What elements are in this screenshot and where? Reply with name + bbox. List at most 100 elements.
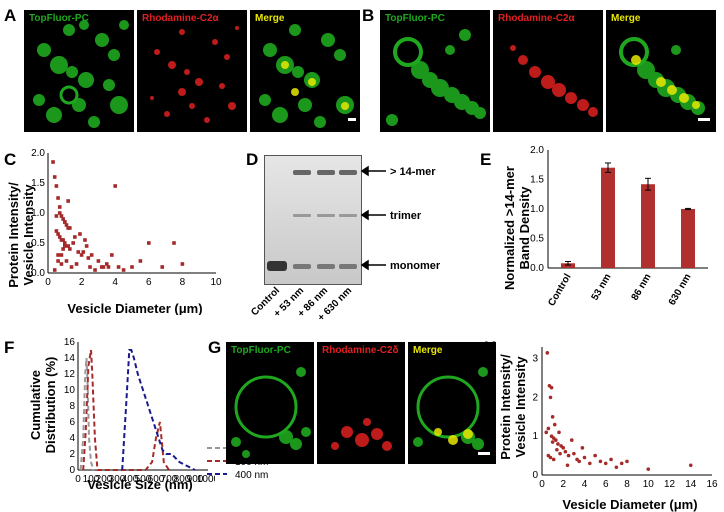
x-tick-label: 900: [187, 474, 204, 485]
data-point: [89, 253, 94, 257]
y-tick-label: 0: [532, 470, 538, 481]
micrograph-g-merge: Merge: [408, 342, 496, 464]
panel-h-scatter-chart: Protein Intensity/ Vesicle Intensity 0 2 4…: [498, 347, 718, 512]
data-point: [546, 426, 551, 431]
data-point: [552, 422, 557, 427]
y-tick-label: 0.0: [530, 263, 544, 274]
data-point: [688, 463, 693, 468]
merge-image: [619, 37, 710, 121]
green-vesicles-image: [33, 20, 129, 128]
data-point: [68, 247, 72, 251]
h-ylabel-2: Vesicle Intensity: [513, 356, 528, 458]
y-tick-label: 2: [69, 449, 75, 460]
series-line: [82, 349, 170, 471]
micrograph-label: Merge: [413, 345, 443, 356]
panel-c-scatter-chart: Protein Intensity/ Vesicle Intensity 0 2 4…: [6, 148, 222, 315]
panel-letter-d: D: [246, 150, 259, 169]
x-tick-label: 8: [624, 479, 630, 490]
band-label-monomer: monomer: [390, 260, 441, 272]
gel-band: [339, 214, 357, 217]
data-point: [550, 415, 555, 419]
y-tick-label: 1.5: [31, 178, 45, 189]
data-point: [79, 253, 84, 257]
red-protein-image: [150, 26, 239, 123]
data-point: [88, 265, 92, 269]
data-point: [84, 244, 89, 248]
e-ylabel-1: Normalized >14-mer: [502, 166, 517, 290]
c-ylabel-2: Vesicle Intensity: [21, 184, 36, 286]
y-tick-label: 2.0: [530, 145, 544, 156]
arrow-left-icon: [360, 209, 369, 221]
y-tick-label: 3: [532, 354, 538, 365]
x-tick-label: 100: [83, 474, 100, 485]
y-tick-label: 1.5: [530, 175, 544, 186]
category-label: Control: [546, 272, 573, 308]
green-vesicles-image: [231, 367, 311, 458]
series-line: [121, 349, 196, 471]
data-point: [554, 438, 558, 442]
panel-letter-g: G: [208, 338, 222, 357]
data-point: [544, 430, 549, 435]
bar: [681, 209, 695, 268]
data-point: [54, 229, 59, 233]
gel-band: [317, 214, 335, 217]
data-point: [56, 196, 60, 200]
data-point: [569, 438, 574, 442]
panel-e-bar-chart: Normalized >14-mer Band Density 0.0 0.5 1.…: [502, 145, 708, 308]
x-tick-label: 10: [210, 277, 222, 288]
scale-bar: [348, 118, 356, 121]
y-tick-label: 0.0: [31, 268, 45, 279]
micrograph-a-green: TopFluor-PC: [24, 10, 134, 132]
micrograph-a-merge: Merge: [250, 10, 360, 132]
data-point: [57, 235, 62, 239]
micrograph-label: TopFluor-PC: [29, 13, 89, 24]
data-point: [556, 442, 560, 446]
e-plot-area: 0.0 0.5 1.0 1.5 2.0 Control 53 nm 86 nm 630 nm: [530, 145, 708, 308]
data-point: [105, 262, 109, 266]
data-point: [59, 253, 64, 257]
scale-bar: [478, 452, 490, 455]
data-point: [598, 459, 603, 464]
data-point: [603, 461, 608, 466]
data-point: [74, 262, 79, 266]
y-tick-label: 2: [532, 392, 538, 403]
gel-band: [339, 170, 357, 175]
x-tick-label: 0: [75, 474, 81, 485]
gel-band: [293, 264, 311, 269]
x-tick-label: 0: [45, 277, 51, 288]
data-point: [71, 241, 75, 245]
data-point: [130, 265, 134, 269]
gel-band: [339, 264, 357, 269]
data-point: [551, 457, 556, 462]
bar: [641, 184, 655, 268]
data-point: [646, 467, 651, 471]
x-tick-label: 10: [643, 479, 655, 490]
scale-bar: [698, 118, 710, 121]
y-tick-label: 12: [64, 369, 76, 380]
data-point: [93, 268, 97, 272]
data-point: [545, 351, 550, 355]
x-tick-label: 600: [148, 474, 165, 485]
data-point: [558, 451, 562, 456]
bar: [601, 167, 615, 268]
x-tick-label: 2: [560, 479, 566, 490]
micrograph-label: Rhodamine-C2δ: [322, 345, 399, 356]
data-point: [580, 446, 585, 450]
f-xlabel: Vesicle Size (nm): [87, 477, 193, 492]
data-point: [572, 451, 576, 456]
data-point: [66, 199, 70, 203]
data-point: [63, 244, 67, 248]
x-tick-label: 300: [109, 474, 126, 485]
data-point: [550, 440, 555, 444]
y-tick-label: 1.0: [530, 204, 544, 215]
micrograph-label: TopFluor-PC: [231, 345, 291, 356]
data-point: [57, 205, 62, 209]
y-tick-label: 16: [64, 337, 76, 348]
micrograph-a-red: Rhodamine-C2α: [137, 10, 247, 132]
data-point: [172, 241, 176, 245]
data-point: [565, 463, 570, 468]
red-protein-image: [510, 45, 598, 117]
y-tick-label: 0.5: [31, 238, 45, 249]
data-point: [78, 232, 82, 236]
y-tick-label: 2.0: [31, 148, 45, 159]
